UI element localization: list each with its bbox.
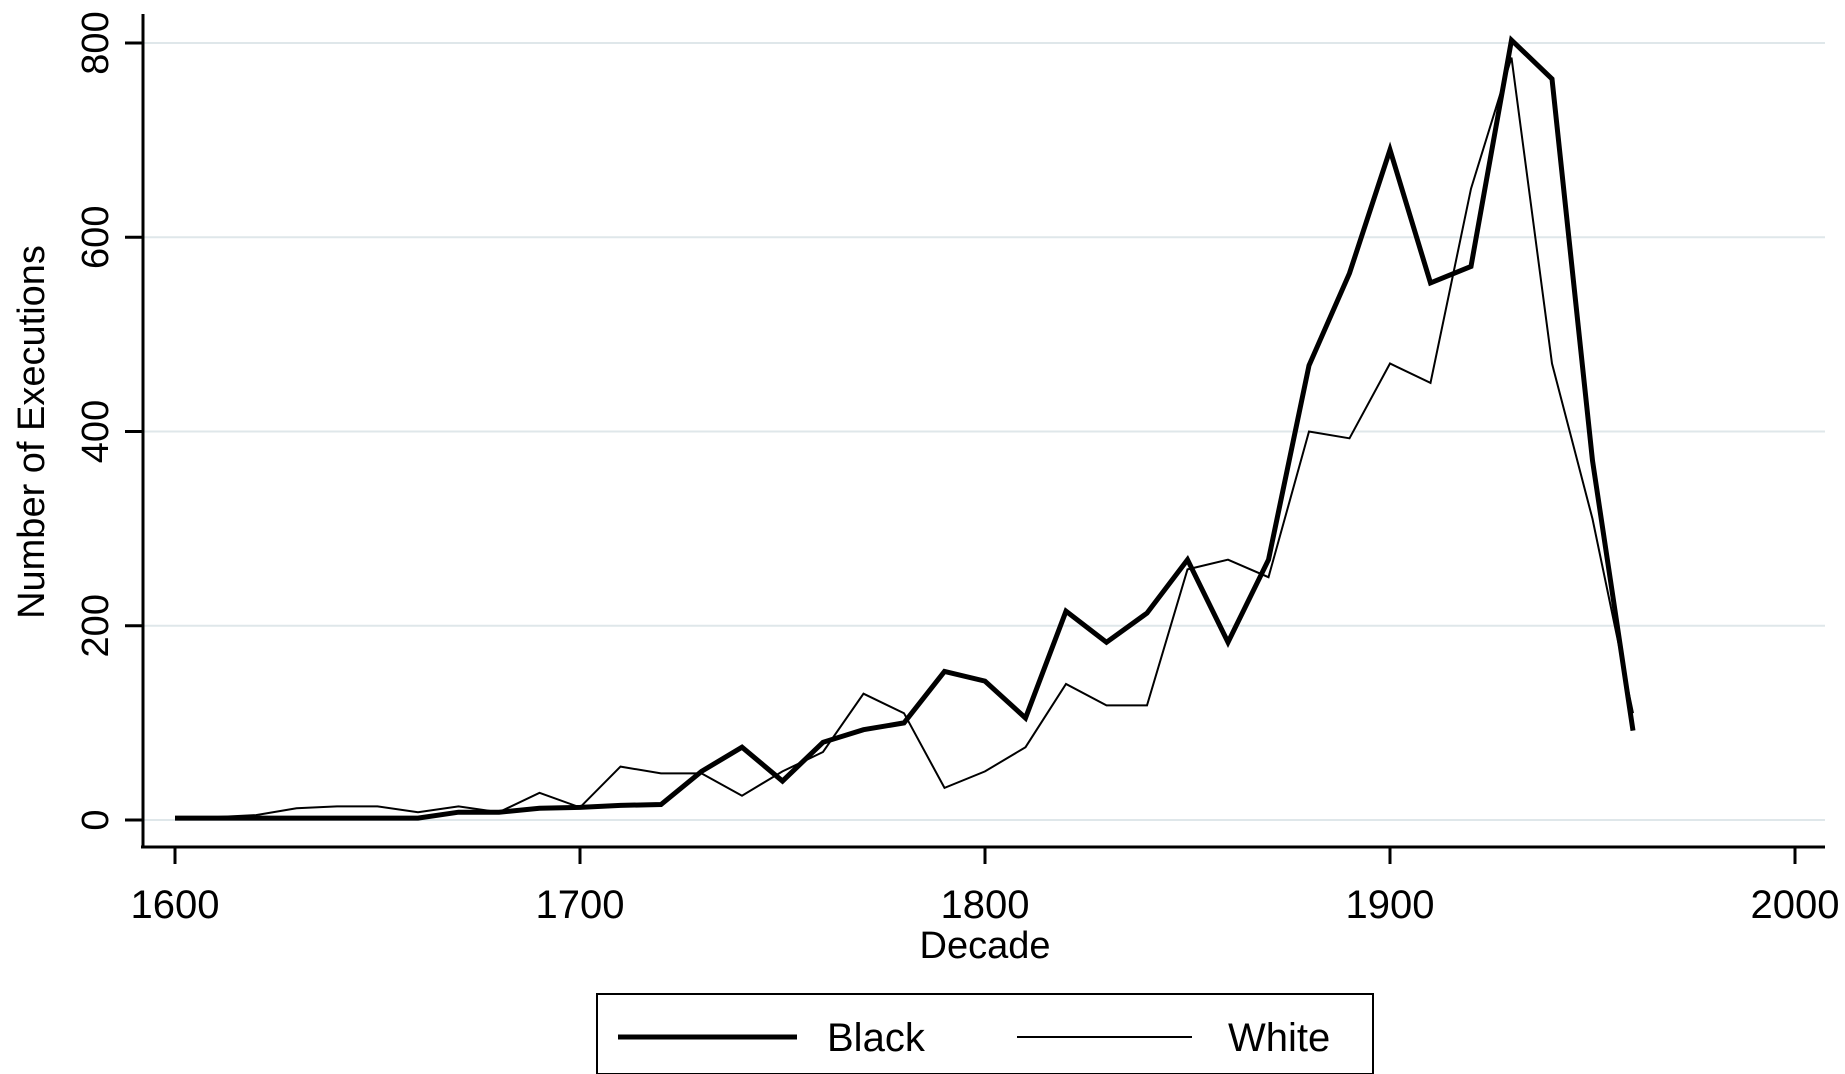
x-tick-label-1700: 1700: [536, 883, 625, 927]
x-axis-ticks: 1600 1700 1800 1900 2000: [131, 847, 1840, 927]
x-tick-label-1600: 1600: [131, 883, 220, 927]
legend: Black White: [596, 993, 1374, 1074]
x-tick-label-1800: 1800: [941, 883, 1030, 927]
legend-label-black: Black: [827, 1016, 926, 1060]
y-tick-label-0: 0: [75, 809, 117, 830]
legend-label-white: White: [1228, 1016, 1330, 1060]
series-layer: [175, 35, 1636, 821]
y-tick-label-200: 200: [75, 594, 117, 657]
legend-box: [596, 993, 1374, 1074]
x-tick-label-1900: 1900: [1346, 883, 1435, 927]
series-line-black: [175, 35, 1636, 821]
gridlines: [143, 42, 1825, 821]
y-tick-label-400: 400: [75, 400, 117, 463]
y-tick-label-600: 600: [75, 206, 117, 269]
y-tick-label-800: 800: [75, 11, 117, 74]
x-axis-label: Decade: [920, 925, 1051, 967]
y-axis-label: Number of Executions: [11, 245, 53, 619]
x-tick-label-2000: 2000: [1751, 883, 1840, 927]
series-line-white: [175, 57, 1634, 819]
y-axis-ticks: 0 200 400 600 800: [75, 11, 143, 831]
